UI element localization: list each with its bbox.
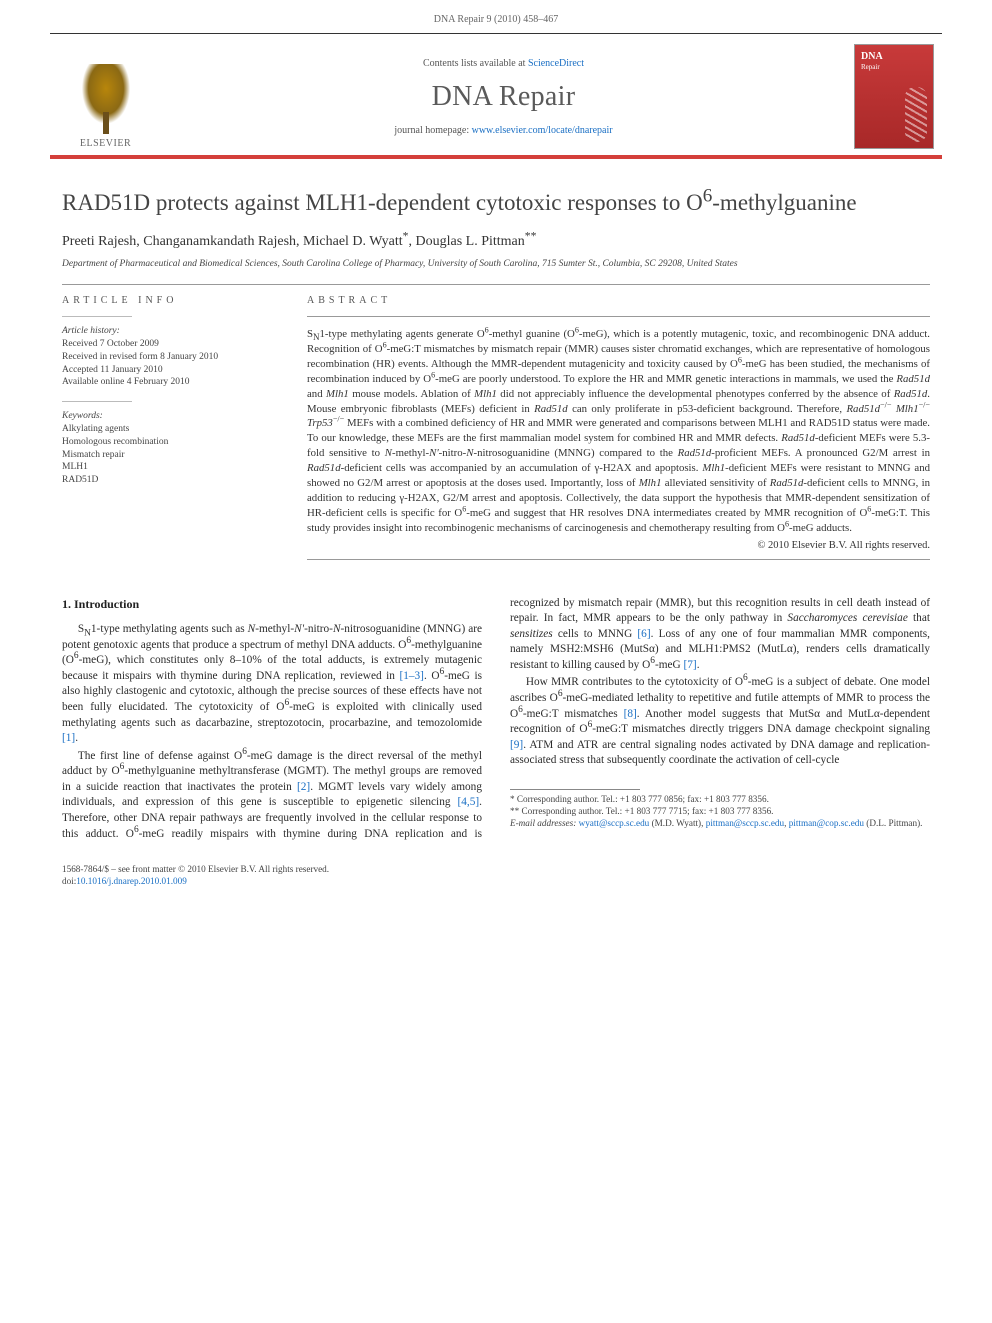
- publisher-name: ELSEVIER: [80, 138, 131, 149]
- doi-link[interactable]: 10.1016/j.dnarep.2010.01.009: [76, 876, 187, 886]
- corresponding-author-footnote: ** Corresponding author. Tel.: +1 803 77…: [510, 806, 930, 818]
- article-history: Article history: Received 7 October 2009…: [62, 325, 277, 389]
- journal-name: DNA Repair: [163, 81, 844, 113]
- body-paragraph: SN1-type methylating agents such as N-me…: [62, 622, 482, 747]
- keyword: MLH1: [62, 461, 277, 474]
- history-heading: Article history:: [62, 325, 277, 338]
- section-heading: 1. Introduction: [62, 596, 482, 613]
- article-info-column: ARTICLE INFO Article history: Received 7…: [62, 295, 277, 569]
- contents-prefix: Contents lists available at: [423, 58, 528, 69]
- running-head: DNA Repair 9 (2010) 458–467: [0, 0, 992, 33]
- keyword: Homologous recombination: [62, 436, 277, 449]
- footnotes: * Corresponding author. Tel.: +1 803 777…: [510, 789, 930, 830]
- email-footnote: E-mail addresses: wyatt@sccp.sc.edu (M.D…: [510, 818, 930, 830]
- keywords-block: Keywords: Alkylating agents Homologous r…: [62, 410, 277, 487]
- divider: [62, 401, 132, 402]
- abstract-column: ABSTRACT SN1-type methylating agents gen…: [307, 295, 930, 569]
- corresponding-author-footnote: * Corresponding author. Tel.: +1 803 777…: [510, 794, 930, 806]
- elsevier-tree-icon: [75, 64, 137, 134]
- affiliation: Department of Pharmaceutical and Biomedi…: [62, 258, 930, 270]
- publisher-logo: ELSEVIER: [58, 44, 153, 149]
- info-abstract-row: ARTICLE INFO Article history: Received 7…: [62, 295, 930, 569]
- article-info-label: ARTICLE INFO: [62, 295, 277, 306]
- author-email-link[interactable]: pittman@sccp.sc.edu: [706, 818, 784, 828]
- dna-helix-icon: [905, 87, 927, 142]
- abstract-copyright: © 2010 Elsevier B.V. All rights reserved…: [307, 540, 930, 551]
- cover-subtitle: Repair: [861, 63, 880, 71]
- email-who: (M.D. Wyatt),: [649, 818, 705, 828]
- footnote-rule: [510, 789, 640, 790]
- article: RAD51D protects against MLH1-dependent c…: [62, 189, 930, 842]
- body-paragraph: How MMR contributes to the cytotoxicity …: [510, 675, 930, 768]
- keyword: Alkylating agents: [62, 423, 277, 436]
- article-body: 1. Introduction SN1-type methylating age…: [62, 596, 930, 843]
- keyword: Mismatch repair: [62, 449, 277, 462]
- history-received: Received 7 October 2009: [62, 338, 277, 351]
- footer-meta: 1568-7864/$ – see front matter © 2010 El…: [62, 864, 930, 888]
- divider: [307, 559, 930, 560]
- homepage-prefix: journal homepage:: [394, 125, 471, 136]
- doi-label: doi:: [62, 876, 76, 886]
- divider: [62, 316, 132, 317]
- sciencedirect-link[interactable]: ScienceDirect: [528, 58, 584, 69]
- abstract-label: ABSTRACT: [307, 295, 930, 306]
- abstract-text: SN1-type methylating agents generate O6-…: [307, 327, 930, 535]
- divider: [307, 316, 930, 317]
- history-revised: Received in revised form 8 January 2010: [62, 351, 277, 364]
- banner-center: Contents lists available at ScienceDirec…: [153, 58, 854, 136]
- article-title: RAD51D protects against MLH1-dependent c…: [62, 189, 930, 218]
- email-label: E-mail addresses:: [510, 818, 579, 828]
- cover-title: DNA: [861, 51, 883, 62]
- keyword: RAD51D: [62, 474, 277, 487]
- contents-available-line: Contents lists available at ScienceDirec…: [163, 58, 844, 69]
- divider: [62, 284, 930, 285]
- journal-cover-thumbnail: DNA Repair: [854, 44, 934, 149]
- history-online: Available online 4 February 2010: [62, 376, 277, 389]
- journal-banner: ELSEVIER Contents lists available at Sci…: [50, 33, 942, 159]
- email-who: (D.L. Pittman).: [864, 818, 922, 828]
- author-list: Preeti Rajesh, Changanamkandath Rajesh, …: [62, 234, 930, 250]
- keywords-heading: Keywords:: [62, 410, 277, 423]
- author-email-link[interactable]: pittman@cop.sc.edu: [789, 818, 864, 828]
- journal-homepage-line: journal homepage: www.elsevier.com/locat…: [163, 125, 844, 136]
- issn-copyright-line: 1568-7864/$ – see front matter © 2010 El…: [62, 864, 930, 876]
- doi-line: doi:10.1016/j.dnarep.2010.01.009: [62, 876, 930, 888]
- history-accepted: Accepted 11 January 2010: [62, 364, 277, 377]
- author-email-link[interactable]: wyatt@sccp.sc.edu: [579, 818, 650, 828]
- journal-homepage-link[interactable]: www.elsevier.com/locate/dnarepair: [472, 125, 613, 136]
